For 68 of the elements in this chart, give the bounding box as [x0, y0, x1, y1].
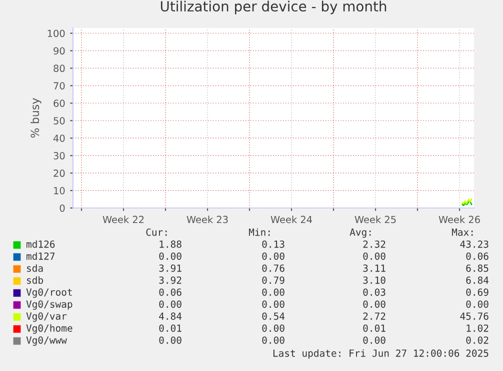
text: Min: — [248, 228, 270, 236]
y-tick-label: 70 — [54, 82, 65, 90]
text: Avg: — [350, 228, 371, 238]
x-tick-label: Week 23 — [186, 216, 228, 224]
text: 3.10 — [363, 276, 386, 284]
text: 3.11 — [363, 264, 386, 272]
text: 45.76 — [460, 312, 488, 320]
y-tick-label: 30 — [54, 152, 65, 160]
text: 0.01 — [363, 324, 386, 332]
text: 43.23 — [460, 240, 488, 248]
text: 3.92 — [159, 276, 182, 284]
y-tick-label: 10 — [54, 187, 65, 194]
text: 3.91 — [159, 264, 182, 272]
text: 2.72 — [363, 312, 386, 320]
y-tick-label: 60 — [54, 100, 65, 107]
legend-label: md127 — [26, 252, 55, 260]
legend-label: Vg0/swap — [26, 300, 72, 310]
y-tick-label: 80 — [54, 64, 65, 72]
y-tick-label: 40 — [53, 134, 65, 142]
text: Last update: Fri Jun 27 12:00:06 2025 — [273, 349, 488, 359]
text: 0.00 — [262, 336, 284, 344]
y-tick-label: 90 — [54, 47, 65, 55]
text: 6.85 — [466, 264, 488, 272]
text: 0.00 — [262, 252, 284, 260]
y-axis-title: % busy — [30, 98, 42, 138]
text: 0.00 — [159, 300, 182, 308]
text: 0.02 — [466, 336, 488, 344]
y-tick-label: 100 — [48, 30, 65, 38]
legend-label: md126 — [26, 240, 55, 248]
chart-title: Utilization per device - by month — [160, 0, 386, 14]
text: 4.84 — [159, 312, 182, 320]
text: 0.69 — [466, 288, 488, 296]
y-tick-label: 20 — [54, 170, 65, 177]
text: 0.00 — [159, 252, 182, 260]
text: 0.00 — [262, 300, 284, 308]
text: 0.79 — [262, 276, 284, 284]
legend-label: Vg0/var — [26, 312, 67, 322]
text: 0.06 — [159, 288, 182, 296]
x-tick-label: Week 26 — [438, 216, 480, 224]
text: Max: — [452, 228, 473, 236]
legend-label: sda — [27, 264, 43, 272]
text: 6.84 — [466, 276, 489, 284]
y-tick-label: 50 — [54, 117, 65, 124]
x-tick-label: Week 25 — [354, 216, 396, 224]
text: 0.13 — [262, 240, 284, 248]
text: 0.00 — [363, 336, 386, 344]
legend-label: Vg0/home — [26, 324, 72, 334]
text: 0.00 — [262, 324, 284, 332]
text: 1.02 — [466, 324, 488, 332]
text: Cur: — [146, 228, 167, 236]
text: 0.00 — [363, 300, 386, 308]
x-tick-label: Week 22 — [102, 216, 144, 224]
legend-label: Vg0/www — [26, 336, 67, 346]
text: 0.00 — [262, 288, 284, 296]
x-tick-label: Week 24 — [270, 216, 312, 224]
text: 0.54 — [262, 312, 285, 320]
legend-label: Vg0/root — [26, 288, 72, 298]
text: 0.00 — [466, 300, 488, 308]
legend-label: sdb — [27, 276, 43, 284]
text: 0.00 — [159, 336, 182, 344]
text: 0.00 — [363, 252, 386, 260]
text: 2.32 — [363, 240, 386, 248]
text: 0.06 — [466, 252, 488, 260]
text: 1.88 — [160, 240, 182, 248]
text: 0.76 — [262, 264, 284, 272]
text: 0.01 — [159, 324, 182, 332]
text: 0.03 — [363, 288, 386, 296]
y-tick-label: 0 — [60, 204, 65, 212]
